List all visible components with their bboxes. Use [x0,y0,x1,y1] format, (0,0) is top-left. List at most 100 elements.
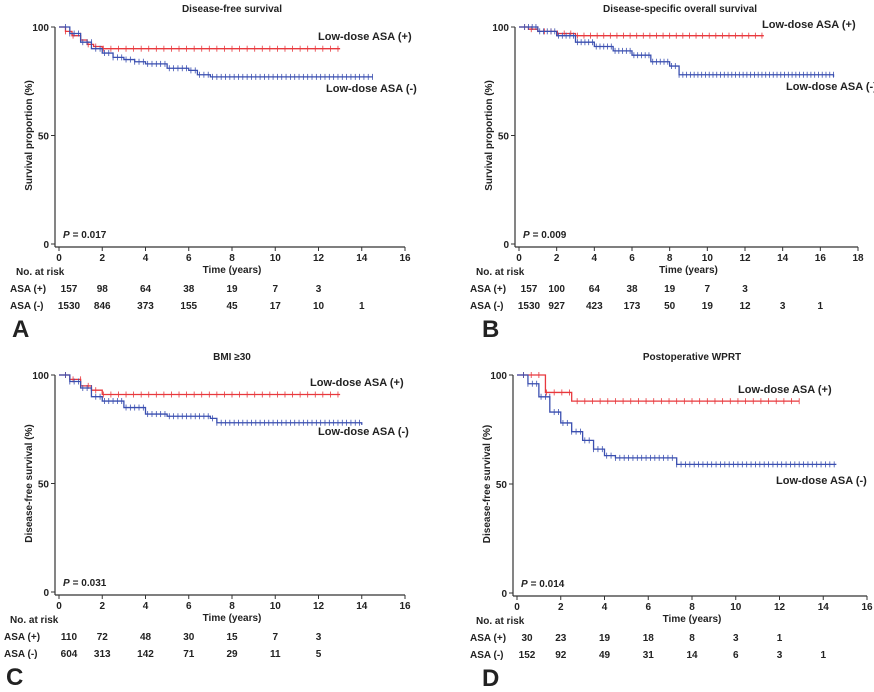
p-symbol: P [521,579,528,590]
y-axis-label: Survival proportion (%) [24,80,35,191]
risk-count: 1530 [58,301,81,312]
panel-letter: B [482,316,499,343]
risk-count: 846 [94,301,111,312]
risk-count: 18 [643,633,655,644]
x-tick-label: 4 [602,602,608,613]
risk-count: 157 [61,284,78,295]
x-axis-label: Time (years) [659,265,718,276]
risk-count: 3 [777,650,783,661]
legend-label: Low-dose ASA (+) [318,31,412,43]
risk-table-header: No. at risk [10,615,59,626]
risk-count: 1 [359,301,365,312]
x-axis-label: Time (years) [203,613,262,624]
legend-label: Low-dose ASA (-) [326,83,417,95]
x-tick-label: 4 [143,253,149,264]
risk-count: 31 [643,650,655,661]
risk-count: 50 [664,301,676,312]
x-tick-label: 0 [56,253,62,264]
y-tick-label: 0 [501,589,507,600]
x-tick-label: 2 [554,253,560,264]
risk-count: 152 [519,650,536,661]
risk-count: 373 [137,301,154,312]
risk-count: 30 [521,633,533,644]
x-tick-label: 2 [99,253,105,264]
y-tick-label: 0 [43,240,49,251]
x-tick-label: 8 [689,602,695,613]
x-tick-label: 4 [143,601,149,612]
risk-count: 17 [270,301,282,312]
risk-count: 1530 [518,301,541,312]
risk-count: 71 [183,649,195,660]
risk-row-label: ASA (-) [470,650,504,661]
legend-label: Low-dose ASA (+) [310,377,404,389]
y-axis-label: Survival proportion (%) [484,80,495,191]
risk-count: 3 [316,284,322,295]
risk-count: 423 [586,301,603,312]
x-tick-label: 6 [186,601,192,612]
risk-count: 64 [589,284,601,295]
risk-row-label: ASA (+) [470,633,506,644]
risk-row-label: ASA (+) [470,284,506,295]
risk-count: 72 [97,632,109,643]
p-value: P = 0.017 [63,230,107,241]
x-tick-label: 14 [777,253,789,264]
x-tick-label: 6 [186,253,192,264]
risk-count: 30 [183,632,195,643]
x-tick-label: 10 [730,602,742,613]
risk-count: 15 [226,632,238,643]
y-tick-label: 0 [43,588,49,599]
x-tick-label: 8 [667,253,673,264]
risk-count: 38 [183,284,195,295]
y-tick-label: 100 [490,371,507,382]
risk-count: 142 [137,649,154,660]
p-value: P = 0.009 [523,230,567,241]
x-tick-label: 16 [399,253,411,264]
risk-count: 45 [226,301,238,312]
x-axis-label: Time (years) [203,265,262,276]
risk-table-header: No. at risk [476,616,525,627]
legend-label: Low-dose ASA (+) [762,19,856,31]
risk-count: 19 [664,284,676,295]
x-tick-label: 6 [645,602,651,613]
risk-count: 5 [316,649,322,660]
risk-count: 92 [555,650,567,661]
panel-letter: A [12,316,29,343]
x-tick-label: 0 [516,253,522,264]
x-tick-label: 6 [629,253,635,264]
survival-curve-asa-positive [517,374,800,402]
x-axis-label: Time (years) [663,614,722,625]
survival-curve-asa-positive [59,26,341,50]
y-tick-label: 0 [503,240,509,251]
risk-count: 604 [61,649,78,660]
x-tick-label: 12 [774,602,786,613]
chart-title: Disease-free survival [182,4,282,15]
legend-label: Low-dose ASA (-) [776,475,867,487]
risk-count: 19 [702,301,714,312]
risk-count: 3 [742,284,748,295]
risk-count: 14 [686,650,698,661]
x-tick-label: 0 [56,601,62,612]
risk-count: 1 [818,301,824,312]
risk-count: 1 [777,633,783,644]
risk-count: 155 [180,301,197,312]
x-tick-label: 4 [592,253,598,264]
y-tick-label: 50 [38,480,50,491]
risk-count: 11 [270,649,281,660]
risk-count: 110 [61,632,78,643]
risk-count: 12 [739,301,751,312]
risk-count: 48 [140,632,152,643]
x-tick-label: 18 [852,253,864,264]
risk-table-header: No. at risk [16,267,65,278]
panel-letter: D [482,665,499,692]
risk-count: 173 [624,301,641,312]
risk-count: 19 [226,284,238,295]
x-tick-label: 14 [356,601,368,612]
risk-count: 927 [548,301,565,312]
y-tick-label: 50 [498,132,510,143]
survival-curve-asa-positive [59,374,341,396]
p-value-text: = 0.014 [531,579,565,590]
p-value: P = 0.031 [63,578,107,589]
survival-curve-asa-negative [517,374,837,466]
